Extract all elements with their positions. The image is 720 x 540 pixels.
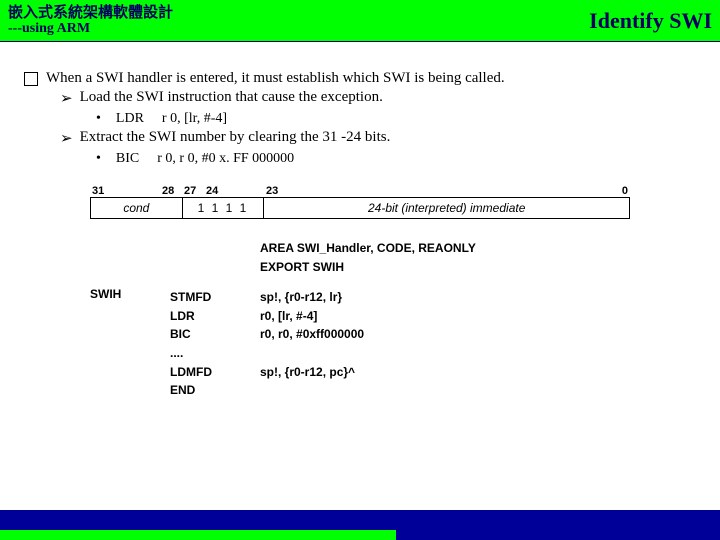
asm-code-block: AREA SWI_Handler, CODE, REAONLYEXPORT SW… <box>170 239 630 400</box>
asm-operands: sp!, {r0-r12, pc}^ <box>260 363 355 382</box>
asm-mnemonic <box>170 239 260 258</box>
asm-line: BICr0, r0, #0xff000000 <box>170 325 630 344</box>
asm-operands: sp!, {r0-r12, lr} <box>260 288 342 307</box>
encoding-fields-row: cond1 1 1 124-bit (interpreted) immediat… <box>90 197 630 219</box>
encoding-field: cond <box>91 198 183 218</box>
asm-line: LDRr0, [lr, #-4] <box>170 307 630 326</box>
bullet-sub2: ➢ Extract the SWI number by clearing the… <box>60 129 696 148</box>
asm-operands: EXPORT SWIH <box>260 258 344 277</box>
asm-line: STMFDsp!, {r0-r12, lr} <box>170 288 630 307</box>
course-title: 嵌入式系統架構軟體設計 <box>8 4 173 21</box>
asm-line: END <box>170 381 630 400</box>
square-bullet-icon <box>24 72 38 86</box>
assembly-listing: SWIH AREA SWI_Handler, CODE, REAONLYEXPO… <box>90 239 630 400</box>
asm-mnemonic: STMFD <box>170 288 260 307</box>
arrow-bullet-icon: ➢ <box>60 89 73 108</box>
dot-bullet-icon: • <box>96 151 101 167</box>
dot-bullet-icon: • <box>96 111 101 127</box>
code2-mnem: BIC <box>116 151 139 167</box>
footer-green-bar <box>0 530 396 540</box>
bit-label: 24 <box>204 185 264 197</box>
main-text: When a SWI handler is entered, it must e… <box>46 70 505 87</box>
asm-operands: r0, r0, #0xff000000 <box>260 325 364 344</box>
code1-arg: r 0, [lr, #-4] <box>162 111 227 127</box>
header-left: 嵌入式系統架構軟體設計 ---using ARM <box>8 4 173 37</box>
asm-mnemonic: BIC <box>170 325 260 344</box>
asm-mnemonic <box>170 276 260 288</box>
bullet-code1: • LDR r 0, [lr, #-4] <box>96 111 696 127</box>
bit-label: 27 <box>182 185 204 197</box>
encoding-field: 24-bit (interpreted) immediate <box>264 198 629 218</box>
course-subtitle: ---using ARM <box>8 21 173 37</box>
asm-mnemonic: .... <box>170 344 260 363</box>
bit-label: 0 <box>286 185 630 197</box>
asm-operands: r0, [lr, #-4] <box>260 307 317 326</box>
asm-mnemonic <box>170 258 260 277</box>
asm-mnemonic: LDR <box>170 307 260 326</box>
asm-mnemonic: LDMFD <box>170 363 260 382</box>
bit-label: 28 <box>160 185 182 197</box>
asm-line: AREA SWI_Handler, CODE, REAONLY <box>170 239 630 258</box>
sub2-text: Extract the SWI number by clearing the 3… <box>80 129 391 148</box>
bit-label: 31 <box>90 185 160 197</box>
bit-labels-row: 31282724230 <box>90 185 630 197</box>
arrow-bullet-icon: ➢ <box>60 129 73 148</box>
bullet-main: When a SWI handler is entered, it must e… <box>24 70 696 87</box>
sub1-text: Load the SWI instruction that cause the … <box>80 89 383 108</box>
asm-label: SWIH <box>90 239 170 400</box>
asm-operands: AREA SWI_Handler, CODE, REAONLY <box>260 239 476 258</box>
code1-mnem: LDR <box>116 111 144 127</box>
bullet-sub1: ➢ Load the SWI instruction that cause th… <box>60 89 696 108</box>
instruction-encoding-diagram: 31282724230 cond1 1 1 124-bit (interpret… <box>90 185 630 400</box>
bullet-code2: • BIC r 0, r 0, #0 x. FF 000000 <box>96 151 696 167</box>
asm-line <box>170 276 630 288</box>
slide-title: Identify SWI <box>589 8 712 34</box>
asm-line: LDMFDsp!, {r0-r12, pc}^ <box>170 363 630 382</box>
asm-line: .... <box>170 344 630 363</box>
encoding-field: 1 1 1 1 <box>183 198 265 218</box>
asm-line: EXPORT SWIH <box>170 258 630 277</box>
slide-header: 嵌入式系統架構軟體設計 ---using ARM Identify SWI <box>0 0 720 42</box>
code2-arg: r 0, r 0, #0 x. FF 000000 <box>157 151 294 167</box>
asm-mnemonic: END <box>170 381 260 400</box>
bit-label: 23 <box>264 185 286 197</box>
slide-content: When a SWI handler is entered, it must e… <box>0 42 720 400</box>
